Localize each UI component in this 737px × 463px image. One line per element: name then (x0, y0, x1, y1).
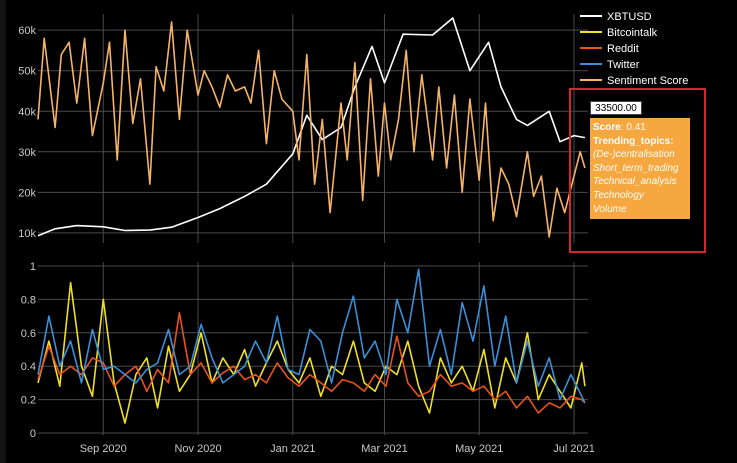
bottom-panel-series (37, 268, 586, 424)
top-panel-series (37, 17, 586, 238)
legend: XBTUSD Bitcointalk Reddit Twitter Sentiment … (580, 11, 688, 87)
y-tick-label: 30k (18, 147, 36, 159)
y-tick-label: 0.8 (21, 294, 36, 306)
x-tick-label: Sep 2020 (80, 443, 127, 455)
legend-item-label[interactable]: XBTUSD (607, 11, 652, 23)
y-tick-label: 0.6 (21, 328, 36, 340)
y-tick-label: 0.4 (21, 361, 36, 373)
x-axis: Sep 2020 Nov 2020 Jan 2021 Mar 2021 May 2021… (80, 443, 595, 455)
topic-item: Technology (593, 189, 644, 201)
series-line-reddit[interactable] (37, 311, 586, 414)
legend-item-label[interactable]: Twitter (607, 59, 640, 71)
topic-item: Technical_analysis (593, 176, 677, 188)
score-value: : 0.41 (620, 122, 646, 133)
series-line-bitcointalk[interactable] (37, 281, 586, 424)
top-y-axis: 10k 20k 30k 40k 50k 60k (18, 25, 36, 240)
legend-item-label[interactable]: Bitcointalk (607, 27, 658, 39)
y-tick-label: 60k (18, 25, 36, 37)
x-tick-label: Mar 2021 (361, 443, 407, 455)
x-tick-label: Jul 2021 (553, 443, 595, 455)
topic-item: (De-)centralisation (593, 149, 675, 161)
price-value: 33500.00 (595, 103, 637, 114)
xbtusd-hover-label: 33500.00 (590, 101, 642, 115)
top-panel-grid (38, 14, 588, 243)
series-line-twitter[interactable] (37, 268, 586, 404)
legend-item-label[interactable]: Sentiment Score (607, 75, 688, 87)
topic-item: Short_term_trading (593, 162, 679, 174)
topics-heading: Trending_topics: (593, 135, 674, 147)
y-tick-label: 40k (18, 106, 36, 118)
bottom-y-axis: 0 0.2 0.4 0.6 0.8 1 (21, 261, 36, 440)
y-tick-label: 1 (30, 261, 36, 273)
score-line: Score: 0.41 (593, 121, 687, 135)
y-tick-label: 50k (18, 66, 36, 78)
hover-highlight-box (569, 88, 706, 253)
y-tick-label: 0.2 (21, 395, 36, 407)
topic-item: Volume (593, 203, 627, 215)
left-window-edge (0, 0, 6, 463)
sentiment-tooltip: Score: 0.41 Trending_topics: (De-)centra… (590, 118, 690, 220)
y-tick-label: 0 (30, 428, 36, 440)
x-tick-label: May 2021 (455, 443, 503, 455)
score-label: Score (593, 122, 621, 133)
y-tick-label: 10k (18, 228, 36, 240)
legend-item-label[interactable]: Reddit (607, 43, 639, 55)
series-line-sentiment-score[interactable] (37, 21, 586, 238)
y-tick-label: 20k (18, 187, 36, 199)
x-tick-label: Nov 2020 (174, 443, 221, 455)
x-tick-label: Jan 2021 (270, 443, 315, 455)
series-line-xbtusd[interactable] (37, 17, 586, 237)
